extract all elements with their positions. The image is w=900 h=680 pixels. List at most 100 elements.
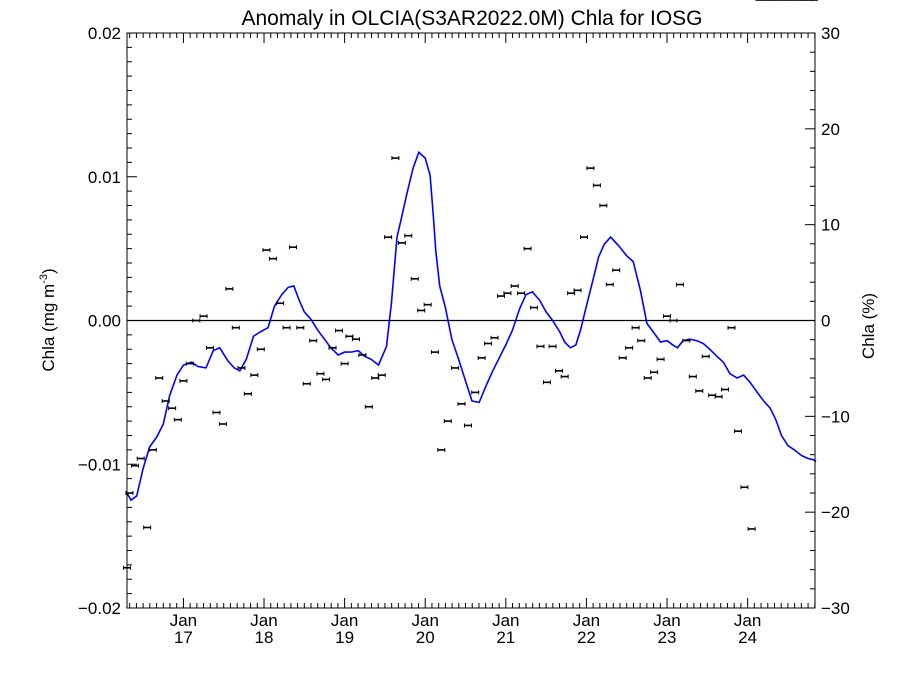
x-tick-label-month: Jan <box>331 611 358 630</box>
data-point <box>199 314 208 319</box>
data-point <box>530 305 539 310</box>
data-point <box>136 456 145 461</box>
y-left-tick-label: 0.01 <box>88 168 121 187</box>
x-tick-label-year: 21 <box>496 628 515 647</box>
data-point <box>243 391 252 396</box>
data-point <box>599 203 608 208</box>
data-point <box>218 422 227 426</box>
data-point <box>484 341 493 346</box>
data-point <box>650 370 659 375</box>
data-point <box>302 381 311 386</box>
y-right-tick-label: −10 <box>821 407 850 426</box>
data-point <box>364 404 373 409</box>
data-point <box>168 406 177 411</box>
data-point <box>548 344 557 349</box>
data-point <box>206 345 215 350</box>
data-point <box>733 429 742 434</box>
data-point <box>560 374 569 379</box>
data-point <box>410 276 419 281</box>
data-point <box>669 318 678 323</box>
data-point <box>404 233 413 238</box>
data-point <box>276 301 285 306</box>
y-axis-left-label-exponent: -3 <box>38 274 50 284</box>
data-point <box>430 350 439 355</box>
data-point <box>586 166 595 171</box>
data-point <box>225 286 234 291</box>
data-point <box>618 355 627 360</box>
data-point <box>656 357 665 362</box>
data-point <box>463 423 472 428</box>
x-tick-label-year: 23 <box>658 628 677 647</box>
data-point <box>443 419 452 424</box>
x-tick-label-year: 20 <box>416 628 435 647</box>
data-point <box>477 355 486 360</box>
data-point <box>391 156 400 161</box>
data-point <box>437 447 446 452</box>
x-tick-label-month: Jan <box>573 611 600 630</box>
data-point <box>637 338 646 343</box>
smoothed-series-line <box>126 150 817 502</box>
data-point <box>148 447 157 452</box>
data-point <box>612 268 621 273</box>
data-point <box>237 365 246 370</box>
data-point <box>567 291 576 296</box>
y-right-tick-label: 30 <box>821 24 840 43</box>
data-point <box>457 401 466 406</box>
data-point <box>510 284 519 288</box>
y-left-tick-label: −0.02 <box>78 599 121 618</box>
y-right-tick-label: −20 <box>821 503 850 522</box>
x-tick-label-month: Jan <box>170 611 197 630</box>
data-point <box>179 378 188 383</box>
x-tick-label-year: 22 <box>577 628 596 647</box>
data-point <box>358 353 367 357</box>
y-left-tick-label: −0.01 <box>78 455 121 474</box>
x-tick-label-year: 24 <box>738 628 757 647</box>
data-point <box>296 325 305 330</box>
x-tick-label-month: Jan <box>492 611 519 630</box>
data-point <box>173 417 182 422</box>
x-tick-label-month: Jan <box>250 611 277 630</box>
y-right-tick-label: 10 <box>821 216 840 235</box>
data-point <box>682 338 691 343</box>
data-point <box>334 328 343 333</box>
data-point <box>747 526 756 531</box>
data-point <box>542 380 551 385</box>
data-point <box>490 335 499 340</box>
data-point <box>328 345 337 350</box>
data-point <box>701 354 710 359</box>
data-point <box>503 291 512 296</box>
data-point <box>322 377 331 382</box>
y-axis-right-label: Chla (%) <box>859 293 878 359</box>
data-point <box>345 334 354 339</box>
chart-title: Anomaly in OLCIA(S3AR2022.0M) Chla for I… <box>241 7 702 30</box>
x-tick-label-month: Jan <box>653 611 680 630</box>
data-point <box>185 361 194 366</box>
data-point <box>231 325 240 330</box>
data-point <box>316 371 325 376</box>
data-point <box>397 240 406 245</box>
smoothed-series-layer <box>126 150 817 502</box>
data-point <box>212 410 221 415</box>
data-point <box>143 525 152 530</box>
data-point <box>688 374 697 379</box>
data-point <box>451 365 460 370</box>
x-tick-label-year: 17 <box>174 628 193 647</box>
data-point <box>282 325 291 330</box>
right-y-axis: −30 −20 −10 0 10 20 30 <box>805 24 850 618</box>
data-point <box>471 390 480 395</box>
data-point <box>351 337 360 342</box>
data-point <box>268 256 277 261</box>
data-point <box>384 235 393 240</box>
x-tick-label-month: Jan <box>412 611 439 630</box>
data-point <box>423 302 432 307</box>
y-left-tick-label: 0.00 <box>88 312 121 331</box>
y-right-tick-label: −30 <box>821 599 850 618</box>
data-point <box>625 345 634 350</box>
x-tick-label-year: 18 <box>255 628 274 647</box>
monthly-points-layer <box>123 0 819 570</box>
y-right-tick-label: 20 <box>821 120 840 139</box>
data-point <box>675 282 684 287</box>
